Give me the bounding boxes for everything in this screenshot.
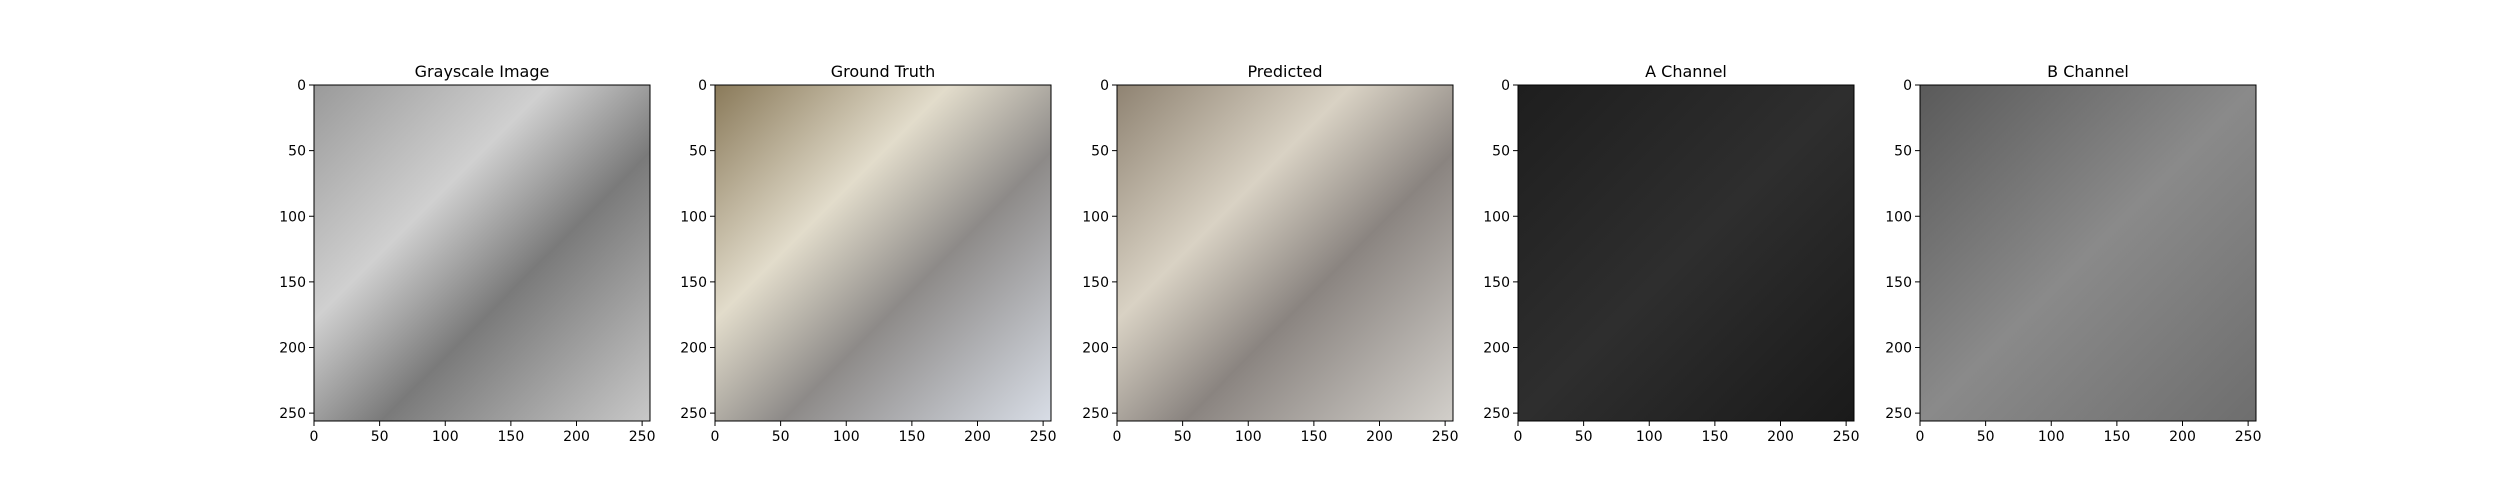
x-tick-label: 150 xyxy=(2104,429,2131,445)
x-tick-label: 250 xyxy=(629,429,656,445)
x-tick-label: 50 xyxy=(1174,429,1192,445)
y-tick-label: 250 xyxy=(1082,406,1109,422)
x-tick-label: 0 xyxy=(1514,429,1523,445)
y-tick-label: 200 xyxy=(279,341,306,357)
x-tick-label: 100 xyxy=(2038,429,2065,445)
y-tick-label: 100 xyxy=(1483,209,1510,225)
y-tick-label: 150 xyxy=(279,275,306,291)
y-tick-label: 100 xyxy=(680,209,707,225)
x-tick-label: 200 xyxy=(1366,429,1393,445)
y-tick-label: 0 xyxy=(1100,78,1109,94)
x-tick-label: 150 xyxy=(498,429,525,445)
x-tick-label: 250 xyxy=(2235,429,2262,445)
x-tick-label: 200 xyxy=(1767,429,1794,445)
x-tick-label: 150 xyxy=(899,429,926,445)
y-tick-label: 50 xyxy=(1894,144,1912,160)
x-tick-label: 50 xyxy=(1575,429,1593,445)
subplot-title: A Channel xyxy=(1645,62,1727,81)
image-area xyxy=(715,85,1051,421)
subplot-title: Ground Truth xyxy=(831,62,936,81)
y-tick-label: 250 xyxy=(279,406,306,422)
y-tick-label: 50 xyxy=(1091,144,1109,160)
y-tick-label: 150 xyxy=(680,275,707,291)
image-area xyxy=(1518,85,1854,421)
axes-frame xyxy=(1116,84,1454,422)
x-tick-label: 200 xyxy=(964,429,991,445)
x-tick-label: 150 xyxy=(1702,429,1729,445)
x-tick-label: 50 xyxy=(371,429,389,445)
image-area xyxy=(314,85,650,421)
y-tick-label: 250 xyxy=(1885,406,1912,422)
y-tick-label: 250 xyxy=(680,406,707,422)
y-tick-label: 200 xyxy=(1082,341,1109,357)
y-tick-label: 200 xyxy=(1885,341,1912,357)
y-tick-label: 0 xyxy=(698,78,707,94)
y-tick-label: 100 xyxy=(1082,209,1109,225)
x-tick-label: 0 xyxy=(310,429,319,445)
axes-frame xyxy=(313,84,651,422)
x-tick-label: 100 xyxy=(833,429,860,445)
x-tick-label: 250 xyxy=(1030,429,1057,445)
y-tick-label: 200 xyxy=(1483,341,1510,357)
x-tick-label: 0 xyxy=(1916,429,1925,445)
y-tick-label: 150 xyxy=(1885,275,1912,291)
x-tick-label: 100 xyxy=(1636,429,1663,445)
y-tick-label: 150 xyxy=(1082,275,1109,291)
x-tick-label: 150 xyxy=(1301,429,1328,445)
y-tick-label: 250 xyxy=(1483,406,1510,422)
x-tick-label: 200 xyxy=(563,429,590,445)
y-tick-label: 50 xyxy=(689,144,707,160)
y-tick-label: 0 xyxy=(297,78,306,94)
y-tick-label: 50 xyxy=(288,144,306,160)
y-tick-label: 50 xyxy=(1492,144,1510,160)
x-tick-label: 0 xyxy=(711,429,720,445)
axes-frame xyxy=(1517,84,1855,422)
y-tick-label: 100 xyxy=(279,209,306,225)
y-tick-label: 100 xyxy=(1885,209,1912,225)
x-tick-label: 50 xyxy=(772,429,790,445)
image-area xyxy=(1117,85,1453,421)
image-area xyxy=(1920,85,2256,421)
x-tick-label: 50 xyxy=(1977,429,1995,445)
subplot-title: B Channel xyxy=(2047,62,2129,81)
y-tick-label: 200 xyxy=(680,341,707,357)
axes-frame xyxy=(714,84,1052,422)
y-tick-label: 0 xyxy=(1501,78,1510,94)
x-tick-label: 250 xyxy=(1833,429,1860,445)
x-tick-label: 250 xyxy=(1432,429,1459,445)
subplot-title: Predicted xyxy=(1247,62,1322,81)
x-tick-label: 100 xyxy=(432,429,459,445)
y-tick-label: 150 xyxy=(1483,275,1510,291)
y-tick-label: 0 xyxy=(1903,78,1912,94)
x-tick-label: 200 xyxy=(2169,429,2196,445)
subplot-title: Grayscale Image xyxy=(415,62,550,81)
axes-frame xyxy=(1919,84,2257,422)
x-tick-label: 100 xyxy=(1235,429,1262,445)
x-tick-label: 0 xyxy=(1113,429,1122,445)
